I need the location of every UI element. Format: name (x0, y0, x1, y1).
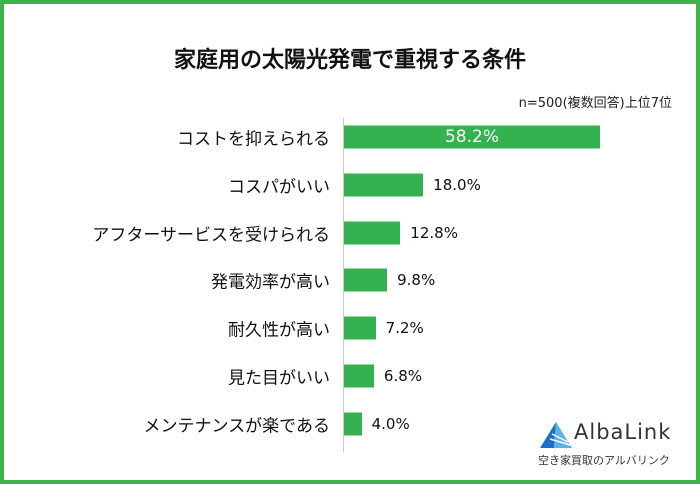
category-label: コストを抑えられる (177, 129, 330, 150)
bar (344, 221, 401, 245)
logo-tagline: 空き家買取のアルバリンク (538, 454, 670, 467)
bar (344, 364, 374, 388)
logo-mark-icon (540, 422, 572, 448)
data-label: 9.8% (397, 271, 436, 290)
chart-title: 家庭用の太陽光発電で重視する条件 (173, 48, 526, 73)
bar (344, 316, 376, 340)
category-label: 見た目がいい (228, 368, 330, 389)
data-label: 7.2% (385, 319, 424, 338)
category-label: 発電効率が高い (211, 272, 330, 293)
data-label: 58.2% (444, 127, 500, 147)
bar (344, 412, 362, 436)
category-label: 耐久性が高い (228, 320, 330, 341)
data-label: 4.0% (371, 414, 410, 433)
logo-name: AlbaLink (574, 420, 672, 444)
data-label: 12.8% (410, 223, 458, 242)
bar (344, 125, 600, 149)
category-label: アフターサービスを受けられる (92, 225, 330, 246)
data-label: 6.8% (383, 367, 423, 385)
data-label: 18.0% (433, 175, 481, 194)
bar (344, 173, 424, 197)
bar (344, 268, 388, 292)
y-axis-line (343, 118, 344, 452)
category-label: メンテナンスが楽である (143, 416, 331, 437)
sample-note: n=500(複数回答)上位7位 (518, 96, 672, 111)
category-label: コスパがいい (228, 177, 330, 198)
